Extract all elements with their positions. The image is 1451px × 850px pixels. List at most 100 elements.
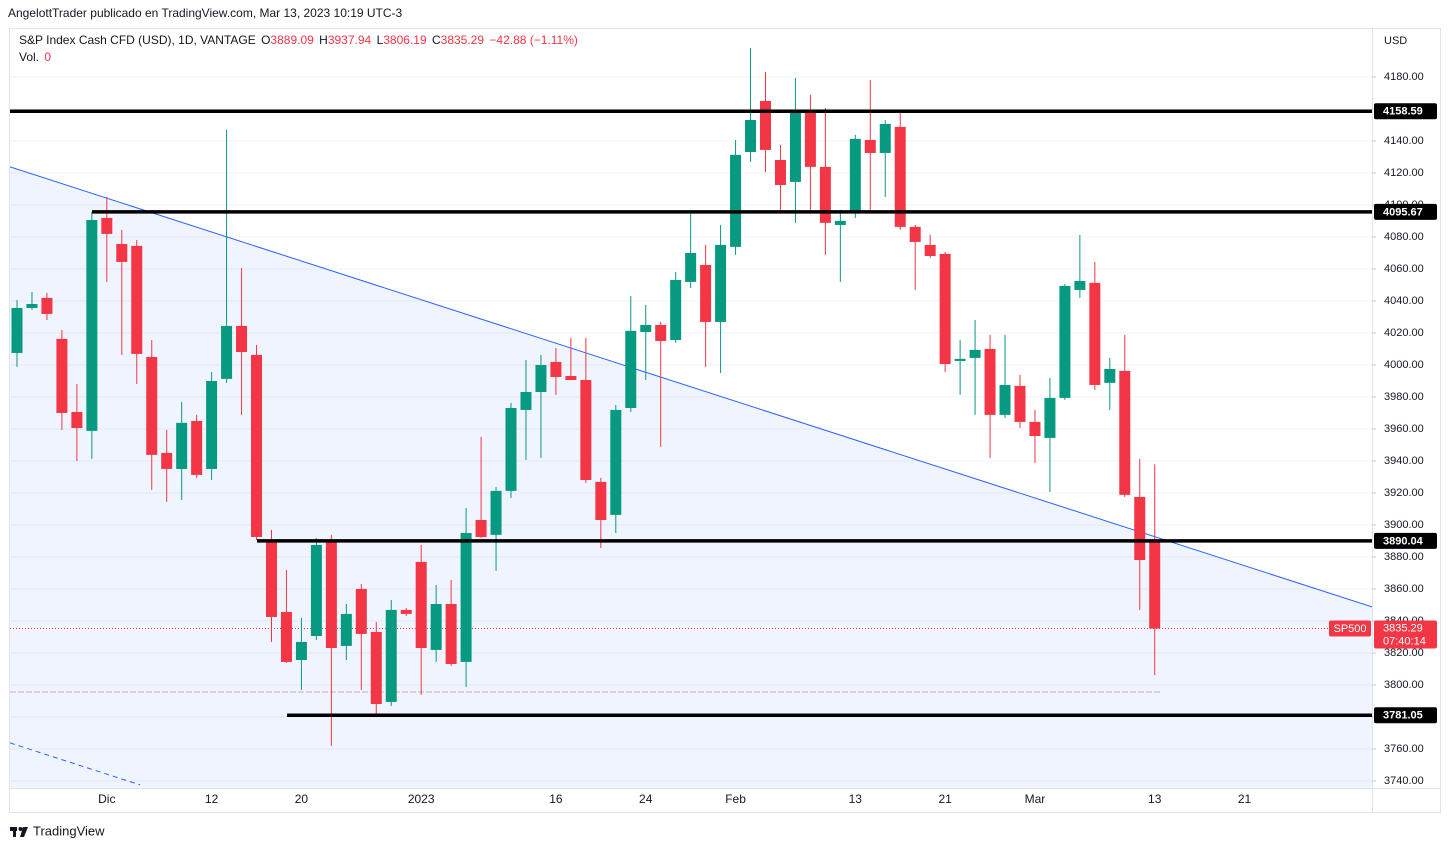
level-label: 3890.04 <box>1383 535 1424 547</box>
overlay: 3740.003760.003780.003800.003820.003840.… <box>98 71 1437 806</box>
plot-area <box>10 48 1372 788</box>
level-tag <box>1374 203 1437 220</box>
y-tick-label: 4080.00 <box>1384 231 1424 243</box>
candle-body <box>221 325 233 379</box>
y-tick-label: 4040.00 <box>1384 295 1424 307</box>
y-tick-label: 3980.00 <box>1384 391 1424 403</box>
ohlc-value: 3835.29 <box>441 33 485 47</box>
candle-body <box>400 609 412 614</box>
legend-line: S&P Index Cash CFD (USD), 1D, VANTAGE O3… <box>19 33 578 47</box>
candle-body <box>340 613 352 646</box>
candle-body <box>864 140 876 153</box>
candle-body <box>1044 397 1056 438</box>
candle-body <box>954 358 966 361</box>
candle-body <box>1074 280 1086 290</box>
y-tick-label: 3960.00 <box>1384 423 1424 435</box>
brand-name: TradingView <box>33 823 105 838</box>
candle-body <box>565 376 577 380</box>
x-tick-label: Dic <box>98 792 115 806</box>
candle-body <box>924 244 936 256</box>
logo-part <box>13 827 16 837</box>
candle-body <box>146 356 158 455</box>
candle-body <box>834 220 846 225</box>
candle-body <box>819 166 831 223</box>
candle-body <box>191 420 203 475</box>
candle-body <box>804 109 816 167</box>
y-tick-label: 4000.00 <box>1384 359 1424 371</box>
candle-body <box>969 349 981 358</box>
candle-body <box>580 380 592 480</box>
candle-body <box>610 409 622 515</box>
x-tick-label: 21 <box>1238 792 1252 806</box>
candle-body <box>999 384 1011 415</box>
countdown: 07:40:14 <box>1383 635 1426 647</box>
y-tick-label: 3860.00 <box>1384 583 1424 595</box>
ohlc-value: 3806.19 <box>383 33 427 47</box>
candle-body <box>41 297 53 314</box>
y-tick-label: 3760.00 <box>1384 743 1424 755</box>
candle-body <box>1104 368 1116 383</box>
candle-body <box>730 154 742 247</box>
x-tick-label: Mar <box>1025 792 1046 806</box>
y-tick-label: 3740.00 <box>1384 775 1424 787</box>
candle-body <box>894 126 906 227</box>
chart-frame <box>9 28 1441 813</box>
candle-body <box>26 304 38 308</box>
candle-body <box>984 348 996 415</box>
volume-label: Vol. <box>19 50 39 64</box>
y-tick-label: 4180.00 <box>1384 71 1424 83</box>
candle-body <box>715 244 727 322</box>
logo-part <box>18 827 23 831</box>
candle-body <box>11 308 23 353</box>
candle-body <box>161 452 173 469</box>
x-tick-label: 13 <box>1148 792 1162 806</box>
candle-body <box>640 324 652 332</box>
level-tag <box>1374 103 1437 120</box>
level-tag <box>1374 707 1437 724</box>
ohlc-label: C <box>432 33 441 47</box>
candle-body <box>310 544 322 636</box>
y-tick-label: 3920.00 <box>1384 487 1424 499</box>
ohlc-label: H <box>319 33 328 47</box>
candle-body <box>760 100 771 150</box>
candle-body <box>101 217 113 234</box>
y-tick-label: 4060.00 <box>1384 263 1424 275</box>
candle-body <box>355 588 367 634</box>
candle-body <box>71 412 83 428</box>
candle-body <box>1089 282 1101 385</box>
candle-body <box>385 609 397 702</box>
candle-body <box>535 364 547 392</box>
ohlc-value: 3889.09 <box>270 33 314 47</box>
candle-body <box>370 632 382 704</box>
candle-body <box>131 245 143 354</box>
candle-body <box>745 120 757 152</box>
x-tick-label: 16 <box>549 792 563 806</box>
y-tick-label: 3880.00 <box>1384 551 1424 563</box>
logo-part <box>20 827 28 837</box>
candle-body <box>176 422 188 469</box>
candle-body <box>445 604 457 664</box>
y-tick-label: 3820.00 <box>1384 647 1424 659</box>
candle-body <box>265 540 277 617</box>
change: −42.88 (−1.11%) <box>489 33 578 47</box>
ohlc-value: 3937.94 <box>328 33 372 47</box>
channel-line <box>10 742 141 786</box>
x-tick-label: 13 <box>849 792 863 806</box>
candle-body <box>774 160 786 185</box>
x-tick-label: 21 <box>938 792 952 806</box>
candle-body <box>595 481 607 520</box>
candle-body <box>1014 385 1026 422</box>
candle-body <box>280 612 292 662</box>
ohlc-label: O <box>261 33 270 47</box>
candle-body <box>879 124 891 153</box>
candle-body <box>1149 542 1161 629</box>
candle-body <box>505 408 517 491</box>
candle-body <box>909 226 921 242</box>
candle-body <box>700 264 712 322</box>
currency-label: USD <box>1384 35 1407 47</box>
y-tick-label: 4140.00 <box>1384 135 1424 147</box>
level-label: 4095.67 <box>1383 206 1423 218</box>
candle-body <box>849 138 861 213</box>
